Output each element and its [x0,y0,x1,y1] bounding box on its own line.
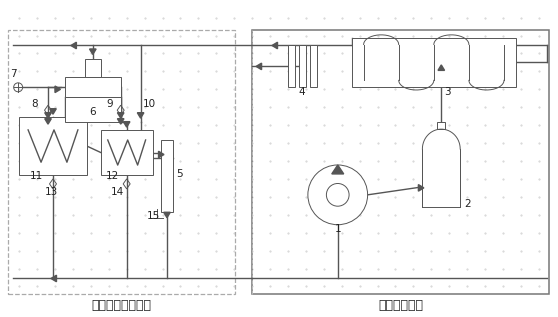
Text: 1: 1 [334,224,341,234]
Bar [65,97,121,122]
Text: 11: 11 [30,171,43,181]
Text: 真空冷冻干燥模块: 真空冷冻干燥模块 [92,299,152,312]
Bar [288,46,295,87]
Text: 5: 5 [176,169,183,179]
Text: 10: 10 [143,99,156,109]
Bar [310,46,318,87]
Polygon shape [418,184,424,191]
Text: 15: 15 [147,211,160,221]
Bar [65,77,121,97]
Polygon shape [45,113,51,118]
Polygon shape [50,109,56,114]
Polygon shape [71,42,76,49]
Bar [437,122,445,129]
Text: 6: 6 [89,107,96,117]
Text: 3: 3 [444,87,450,97]
Polygon shape [332,165,344,174]
Text: 12: 12 [106,171,119,181]
Circle shape [308,165,368,225]
Bar [19,117,87,175]
Bar [85,59,101,77]
Text: 2: 2 [464,199,471,209]
Text: 9: 9 [107,99,113,109]
Bar [422,149,460,207]
Polygon shape [55,86,60,93]
Polygon shape [117,113,124,118]
Bar [299,46,306,87]
Bar [252,29,549,294]
Polygon shape [272,42,277,49]
Bar [101,130,152,175]
Polygon shape [256,63,262,70]
Polygon shape [163,212,170,218]
Text: 7: 7 [10,69,17,79]
Polygon shape [123,122,130,127]
Polygon shape [117,119,124,124]
Polygon shape [89,49,96,55]
Bar [161,140,174,212]
Polygon shape [45,119,51,124]
Bar [352,37,516,87]
Polygon shape [51,275,56,282]
Text: 14: 14 [110,187,124,197]
Polygon shape [438,65,445,70]
Polygon shape [158,151,164,158]
Bar [8,29,235,294]
Text: 4: 4 [299,87,305,97]
Text: 8: 8 [31,99,38,109]
Text: 高压气源模块: 高压气源模块 [378,299,423,312]
Polygon shape [137,113,144,118]
Text: 13: 13 [45,187,58,197]
